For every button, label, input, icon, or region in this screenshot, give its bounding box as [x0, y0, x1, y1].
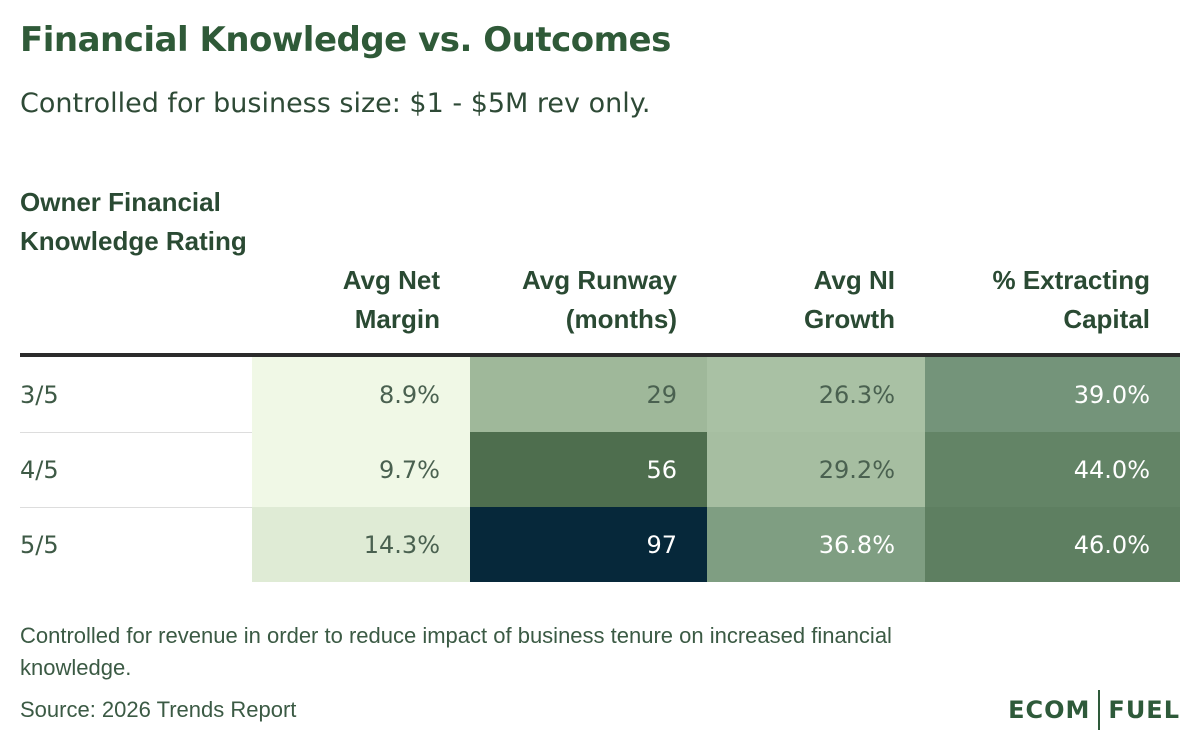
row-divider: [20, 432, 252, 433]
row-divider: [20, 507, 252, 508]
table-cell: 56: [470, 432, 707, 507]
row-header-label: Owner Financial Knowledge Rating: [20, 187, 247, 256]
header-rule: [20, 353, 1180, 357]
table-cell: 97: [470, 507, 707, 582]
row-label-5: 5/5: [20, 531, 59, 559]
table-cell: 29.2%: [707, 432, 925, 507]
table-cell: 44.0%: [925, 432, 1180, 507]
table-cell: 14.3%: [252, 507, 470, 582]
table-cell: 26.3%: [707, 357, 925, 432]
table-cell: 39.0%: [925, 357, 1180, 432]
source-note: Source: 2026 Trends Report: [20, 697, 297, 722]
logo-text-right: FUEL: [1108, 696, 1180, 724]
column-header-avg-runway-months: Avg Runway (months): [521, 265, 677, 334]
column-header-extracting-capital: % Extracting Capital: [992, 265, 1151, 334]
table-cell: 29: [470, 357, 707, 432]
column-header-avg-net-margin: Avg Net Margin: [342, 265, 440, 334]
logo-text-left: ECOM: [1008, 696, 1091, 724]
row-label-4: 4/5: [20, 456, 59, 484]
chart-title: Financial Knowledge vs. Outcomes: [20, 20, 671, 60]
chart-subtitle: Controlled for business size: $1 - $5M r…: [20, 88, 651, 119]
column-header-avg-ni-growth: Avg NI Growth: [804, 265, 895, 334]
footnote: Controlled for revenue in order to reduc…: [20, 623, 892, 680]
ecomfuel-logo: ECOM FUEL: [1008, 690, 1180, 730]
table-cell: 9.7%: [252, 432, 470, 507]
table-cell: 46.0%: [925, 507, 1180, 582]
table-cell: 36.8%: [707, 507, 925, 582]
logo-separator: [1098, 690, 1101, 730]
table-cell: 8.9%: [252, 357, 470, 432]
row-label-3: 3/5: [20, 381, 59, 409]
